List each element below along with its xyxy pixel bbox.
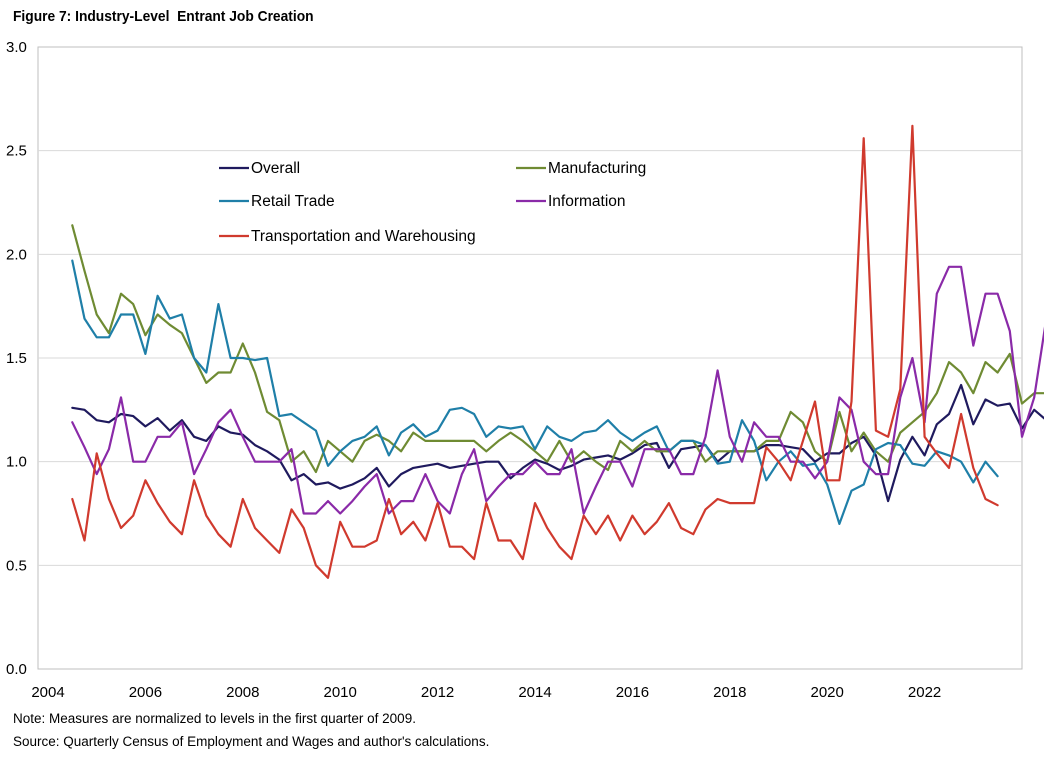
series-line-information xyxy=(71,265,1044,515)
chart-source: Source: Quarterly Census of Employment a… xyxy=(13,734,490,749)
y-axis-ticks: 0.0 0.5 1.0 1.5 2.0 2.5 3.0 xyxy=(6,39,27,678)
series-line-retail-trade xyxy=(71,259,999,526)
series-line-overall xyxy=(71,383,1044,503)
y-tick-label: 2.5 xyxy=(6,143,27,160)
x-tick-label: 2012 xyxy=(421,684,454,700)
y-tick-label: 2.0 xyxy=(6,246,27,263)
legend: Overall Manufacturing Retail Trade Informat… xyxy=(219,160,646,245)
chart-title: Figure 7: Industry-Level Entrant Job Cre… xyxy=(13,8,314,25)
x-axis-ticks: 2004 2006 2008 2010 2012 2014 2016 2018 2020 2022 xyxy=(31,684,941,700)
line-chart: 0.00.51.01.52.02.53.0 2004 2006 2008 2010 20… xyxy=(6,39,1044,700)
x-tick-label: 2018 xyxy=(713,684,746,700)
gridlines xyxy=(38,150,1022,670)
x-tick-label: 2010 xyxy=(324,684,357,700)
chart-note: Note: Measures are normalized to levels … xyxy=(13,711,416,726)
legend-label-manufacturing: Manufacturing xyxy=(548,160,646,177)
y-tick-label: 1.5 xyxy=(6,350,27,367)
x-tick-label: 2014 xyxy=(518,684,551,700)
legend-label-transportation-and-warehousing: Transportation and Warehousing xyxy=(251,228,476,245)
legend-label-overall: Overall xyxy=(251,160,300,177)
y-tick-label: 0.0 xyxy=(6,661,27,678)
y-tick-label: 1.0 xyxy=(6,454,27,471)
series-line-manufacturing xyxy=(71,224,1044,474)
x-tick-label: 2016 xyxy=(616,684,649,700)
x-tick-label: 2020 xyxy=(811,684,844,700)
y-tick-label: 0.5 xyxy=(6,557,27,574)
legend-label-retail-trade: Retail Trade xyxy=(251,193,335,210)
x-tick-label: 2006 xyxy=(129,684,162,700)
x-tick-label: 2008 xyxy=(226,684,259,700)
x-tick-label: 2022 xyxy=(908,684,941,700)
x-tick-label: 2004 xyxy=(31,684,64,700)
legend-label-information: Information xyxy=(548,193,626,210)
series-lines xyxy=(71,124,1044,579)
y-tick-label: 3.0 xyxy=(6,39,27,56)
series-line-transportation-and-warehousing xyxy=(71,124,999,579)
